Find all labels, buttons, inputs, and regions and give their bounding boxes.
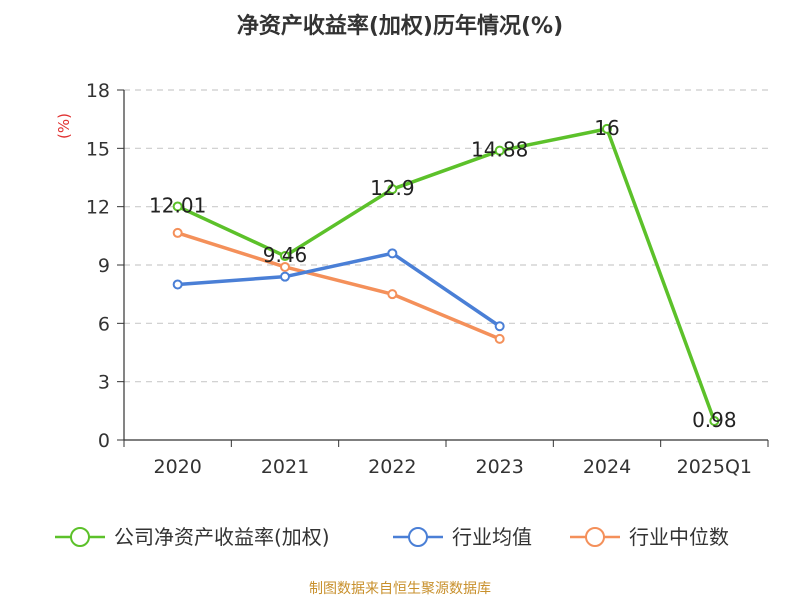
data-point-industry_median [387, 289, 398, 300]
data-point-industry_median [494, 333, 505, 344]
legend: 公司净资产收益率(加权) 行业均值 行业中位数 [55, 525, 729, 549]
x-tick-label: 2023 [475, 456, 523, 478]
x-tick-label: 2022 [368, 456, 416, 478]
data-point-company [387, 184, 398, 195]
data-point-industry_avg [387, 248, 398, 259]
data-label: 12.01 [149, 193, 206, 217]
legend-marker [70, 527, 90, 547]
data-point-industry_avg [280, 271, 290, 282]
y-tick-label: 9 [98, 255, 110, 277]
legend-item-industry_avg: 行业均值 [393, 525, 532, 549]
y-tick-label: 12 [86, 197, 110, 219]
data-point-company [602, 123, 612, 134]
data-point-industry_avg [494, 321, 505, 332]
data-point-industry_median [172, 227, 183, 238]
legend-label: 行业中位数 [629, 525, 729, 549]
series-line-industry_median [177, 231, 501, 341]
y-tick-label: 6 [98, 313, 110, 335]
data-label: 12.9 [370, 176, 415, 200]
data-point-company [172, 201, 183, 212]
label-layer: 12.01 9.46 12.9 14.88 16 0.98 [149, 116, 737, 432]
legend-item-industry_median: 行业中位数 [570, 525, 729, 549]
source-note: 制图数据来自恒生聚源数据库 [309, 581, 491, 597]
x-tick-label: 2021 [261, 456, 309, 478]
y-tick-label: 15 [86, 138, 110, 160]
series-layer [172, 123, 720, 426]
x-tick-label: 2024 [583, 456, 631, 478]
legend-label: 行业均值 [452, 525, 532, 549]
y-tick-label: 0 [98, 430, 110, 452]
data-point-industry_median [280, 261, 290, 272]
axis-layer: 0 3 6 9 12 15 18 2020 2021 2022 2023 2024 2025Q1 (%) [55, 80, 769, 478]
data-point-industry_avg [172, 279, 183, 290]
x-tick-label: 2025Q1 [677, 456, 752, 478]
legend-marker [408, 527, 428, 547]
data-point-company [280, 251, 290, 262]
data-point-company [494, 145, 505, 156]
series-line-company [176, 127, 716, 422]
data-label: 16 [594, 116, 619, 140]
chart-title: 净资产收益率(加权)历年情况(%) [236, 14, 564, 39]
series-line-industry_avg [177, 251, 501, 328]
data-label: 14.88 [471, 138, 528, 162]
y-axis-unit-label: (%) [55, 113, 73, 139]
legend-label: 公司净资产收益率(加权) [114, 525, 330, 549]
data-label: 9.46 [263, 243, 308, 267]
data-label: 0.98 [692, 408, 737, 432]
legend-marker [585, 527, 605, 547]
y-tick-label: 18 [86, 80, 110, 102]
legend-item-company: 公司净资产收益率(加权) [55, 525, 330, 549]
y-tick-label: 3 [98, 372, 110, 394]
data-point-company [709, 415, 720, 426]
grid-layer [124, 89, 768, 383]
x-tick-label: 2020 [153, 456, 201, 478]
